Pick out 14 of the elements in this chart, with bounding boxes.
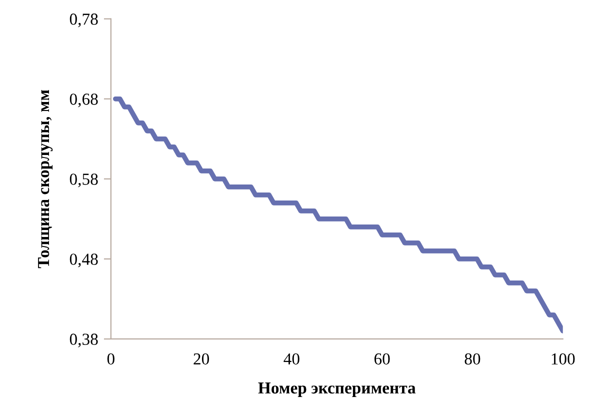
x-tick-label: 80 — [464, 353, 480, 365]
y-tick-label: 0,68 — [70, 94, 98, 108]
y-tick-label: 0,78 — [70, 14, 98, 28]
y-axis-title: Толщина скорлупы, мм — [38, 90, 53, 268]
x-tick-label: 100 — [552, 353, 575, 365]
x-axis-title: Номер эксперимента — [258, 382, 416, 397]
y-tick-label: 0,58 — [70, 174, 98, 188]
x-tick-label: 60 — [374, 353, 390, 365]
x-tick-label: 0 — [107, 353, 114, 365]
x-tick-label: 20 — [194, 353, 210, 365]
y-tick-label: 0,38 — [70, 334, 98, 348]
x-tick-label: 40 — [284, 353, 300, 365]
line-series — [113, 96, 563, 334]
y-tick-label: 0,48 — [70, 254, 98, 268]
